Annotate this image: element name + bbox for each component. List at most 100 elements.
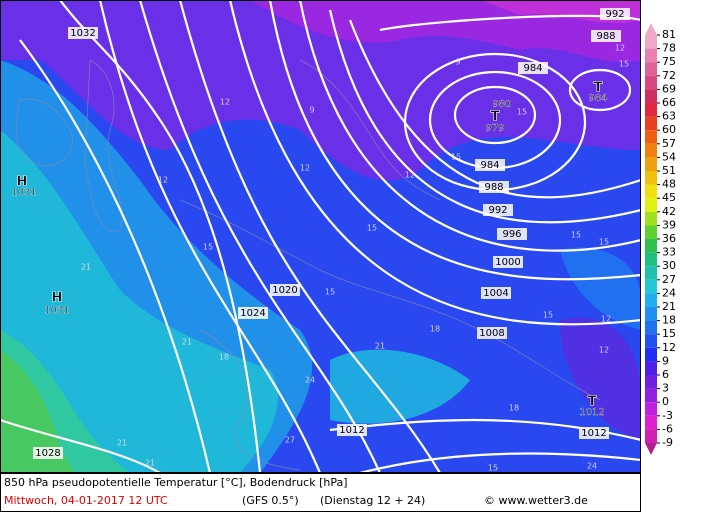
legend-swatch [645,293,657,307]
pressure-value: 1031 [11,187,36,198]
footer: 850 hPa pseudopotentielle Temperatur [°C… [0,473,641,512]
legend-swatch [645,252,657,267]
legend-swatch [645,116,657,131]
isobar-label-bg [475,159,505,171]
temperature-label: 12 [220,98,230,107]
isobar-label-bg [479,181,509,193]
color-legend: 8178757269666360575451484542393633302724… [645,23,676,455]
legend-tick-label: 54 [662,150,676,163]
isobar [59,0,262,474]
legend-tick-label: 12 [662,341,676,354]
coastline [179,199,601,401]
temperature-label: 12 [405,171,415,180]
isobar [328,9,642,224]
temperature-label: 15 [488,464,498,473]
temperature-label: 9 [309,106,314,115]
green-region [0,350,75,473]
legend-tick-label: 60 [662,123,676,136]
legend-swatch [645,211,657,226]
isobar-label: 1024 [240,308,265,319]
legend-tick-label: 57 [662,137,676,150]
legend-swatch [645,415,657,430]
isobar-label: 1012 [339,425,364,436]
legend-tick-label: 66 [662,96,676,109]
temperature-label: 21 [375,342,385,351]
legend-swatch [645,239,657,253]
map-labels: 1032 1020 1024 1028 1012 1008 1004 1000 996 992 98… [11,8,630,473]
isobar-label: 1008 [479,328,504,339]
blue-patch [560,247,641,330]
legend-tick-label: 21 [662,300,676,313]
temperature-label: 15 [619,60,629,69]
coastline [199,329,301,471]
legend-swatch [645,184,657,199]
cyan-patch [330,349,470,424]
temperature-label: 24 [305,376,315,385]
legend-tick-label: 3 [662,382,669,395]
legend-swatch [645,103,657,117]
temperature-label: 21 [182,338,192,347]
temperature-label: 18 [219,353,229,362]
legend-swatch [645,388,657,403]
legend-swatch [645,198,657,212]
pressure-value: 1031 [44,305,69,316]
legend-tick-label: 36 [662,232,676,245]
isobar-label: 1028 [35,448,60,459]
footer-date: Mittwoch, 04-01-2017 12 UTC [4,494,168,507]
legend-swatch [645,130,657,144]
isobar-label-bg [337,424,367,436]
legend-tick-label: 78 [662,42,676,55]
temperature-label: 18 [430,325,440,334]
legend-tick-label: 75 [662,55,676,68]
legend-tick-label: 15 [662,327,676,340]
footer-copyright: © www.wetter3.de [484,494,588,507]
temperature-label: 12 [615,44,625,53]
isobar-label-bg [33,447,63,459]
legend-swatch [645,279,657,294]
legend-swatch [645,361,657,375]
footer-model: (GFS 0.5°) [242,494,299,507]
temperature-label: 15 [599,238,609,247]
isobar-label-bg [579,427,609,439]
legend-tick-label: 51 [662,164,676,177]
isobar [348,19,642,199]
legend-swatch [645,429,657,443]
legend-swatch [645,157,657,171]
pressure-value: 1012 [579,407,604,418]
pressure-symbol: T [491,110,500,125]
pressure-symbol: T [588,395,597,410]
footer-title: 850 hPa pseudopotentielle Temperatur [°C… [4,476,348,489]
temperature-label: 12 [601,315,611,324]
isobar [0,418,161,474]
legend-tick-label: 0 [662,395,669,408]
temperature-label: 21 [81,263,91,272]
coastline [15,98,73,167]
pressure-symbol: H [17,175,28,190]
isobar-label: 1012 [581,428,606,439]
legend-tick-label: 42 [662,205,676,218]
isobar-label: 988 [484,182,503,193]
legend-swatch [645,89,657,103]
temperature-label: 15 [571,231,581,240]
temperature-label: 15 [517,108,527,117]
legend-tick-label: 30 [662,259,676,272]
temperature-label: 15 [451,153,461,162]
legend-tick-label: 63 [662,110,676,123]
legend-tick-label: 45 [662,191,676,204]
isobar-label-bg [481,287,511,299]
legend-swatch [645,266,657,280]
isobar-label-bg [518,62,548,74]
legend-tick-label: 69 [662,82,676,95]
temperature-label: 12 [300,164,310,173]
legend-tick-label: 72 [662,69,676,82]
isobar-label: 984 [523,63,542,74]
isobar-label-bg [477,327,507,339]
legend-tick-label: 6 [662,368,669,381]
legend-swatch [645,375,657,389]
coastline [299,59,441,201]
pressure-value: 979 [485,123,504,134]
isobar-label: 1020 [272,285,297,296]
isobar-label-bg [270,284,300,296]
temperature-label: 21 [145,459,155,468]
